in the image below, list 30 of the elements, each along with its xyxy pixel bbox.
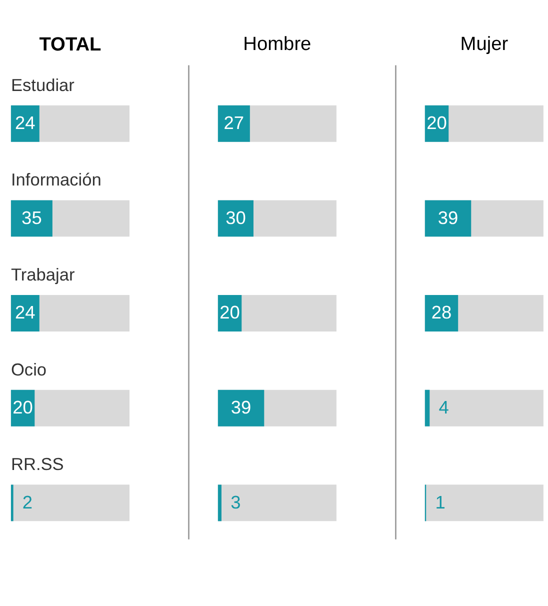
data-label: 20 (12, 396, 33, 418)
data-label: 20 (426, 112, 447, 134)
category-label: Trabajar (10, 264, 75, 284)
category-label: Información (10, 170, 102, 190)
category-label: Ocio (10, 359, 47, 380)
bar (10, 484, 14, 522)
bar (218, 105, 250, 142)
data-label: 27 (224, 112, 244, 134)
category-label: Estudiar (10, 74, 74, 95)
data-label: 28 (431, 302, 452, 323)
data-label: 2 (22, 491, 33, 512)
data-label: 35 (22, 206, 42, 228)
data-label: 30 (226, 206, 246, 228)
chart-title: Mujer (460, 34, 509, 55)
data-label: 24 (15, 112, 36, 134)
data-label: 24 (15, 302, 36, 323)
chart-title: TOTAL (39, 34, 102, 56)
bar (218, 200, 254, 237)
bar (10, 105, 40, 142)
bar (218, 484, 222, 522)
bar (10, 295, 40, 332)
data-label: 20 (220, 302, 240, 323)
data-label: 4 (438, 396, 449, 418)
data-label: 39 (230, 396, 252, 418)
data-label: 1 (435, 491, 446, 512)
chart-title: Hombre (243, 34, 312, 55)
category-label: RR.SS (10, 454, 64, 474)
bar (424, 390, 430, 426)
data-label: 39 (438, 206, 458, 228)
data-label: 3 (230, 491, 241, 512)
